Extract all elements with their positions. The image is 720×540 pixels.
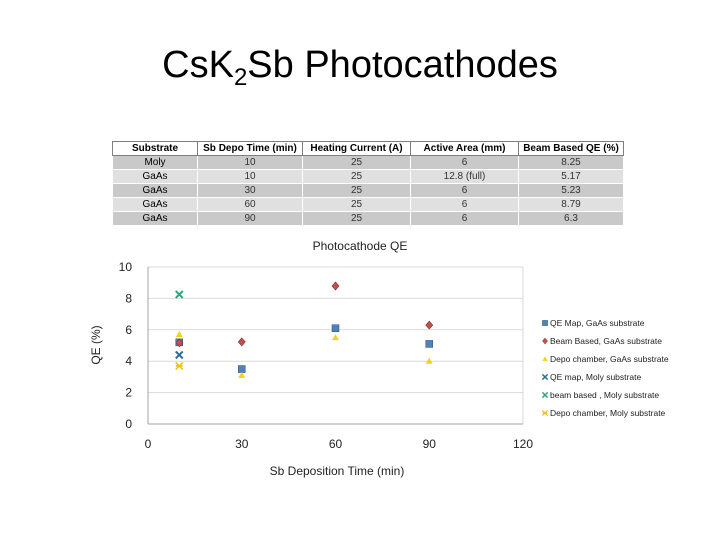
legend-label: QE Map, GaAs substrate: [550, 318, 645, 328]
title-cs: Cs: [162, 44, 209, 86]
title-k: K: [208, 44, 234, 86]
legend-item: QE Map, GaAs substrate: [542, 318, 645, 328]
legend-item: Depo chamber, Moly substrate: [541, 408, 666, 418]
data-point: [425, 340, 433, 348]
legend-marker: [541, 409, 549, 417]
legend-label: QE map, Moly substrate: [550, 372, 641, 382]
x-axis-label: Sb Deposition Time (min): [270, 464, 405, 478]
chart-title: Photocathode QE: [313, 239, 408, 253]
y-axis-label: QE (%): [89, 325, 103, 364]
gridlines: [148, 266, 524, 424]
y-tick-label: 10: [119, 260, 133, 274]
data-point: [331, 281, 340, 291]
x-tick-label: 60: [329, 437, 343, 451]
table-cell: 10: [197, 155, 303, 170]
data-point: [237, 337, 246, 347]
title-subscript: 2: [233, 64, 248, 91]
legend-marker: [542, 356, 548, 361]
legend-item: Depo chamber, GaAs substrate: [542, 354, 669, 364]
marker-stroke: [175, 350, 184, 360]
legend-marker-shape: [541, 409, 549, 417]
data-point: [175, 290, 184, 299]
legend-label: Depo chamber, Moly substrate: [550, 408, 666, 418]
table-cell: 6: [410, 155, 519, 170]
x-tick-label: 0: [145, 437, 152, 451]
table-header-cell: Beam Based QE (%): [518, 141, 624, 156]
slide-title: CsK2Sb Photocathodes: [0, 44, 720, 92]
table-header-cell: Substrate: [112, 141, 198, 156]
table-cell: 30: [197, 183, 303, 198]
data-point: [425, 320, 434, 330]
legend: QE Map, GaAs substrate Beam Based, GaAs s…: [541, 318, 669, 418]
data-point: [175, 350, 184, 360]
legend-marker-shape: [541, 391, 549, 399]
data-point: [238, 371, 246, 378]
table-cell: 25: [302, 169, 411, 184]
table-row: GaAs 10 25 12.8 (full) 5.17: [112, 169, 624, 184]
table-row: Moly 10 25 6 8.25: [112, 155, 624, 170]
y-tick-label: 0: [125, 417, 132, 431]
legend-marker-shape: [542, 337, 548, 345]
tick-labels: 0 2 4 6 8 10 0 30 60 90 120: [119, 260, 534, 451]
table-cell: 8.79: [518, 197, 624, 212]
table-cell: 6.3: [518, 211, 624, 226]
data-point: [425, 357, 433, 364]
legend-marker: [542, 320, 548, 326]
x-tick-label: 30: [235, 437, 249, 451]
y-tick-label: 2: [125, 386, 132, 400]
table-cell: 6: [410, 211, 519, 226]
legend-label: beam based , Moly substrate: [550, 390, 659, 400]
legend-marker-shape: [541, 373, 549, 381]
marker-stroke: [541, 373, 549, 381]
legend-label: Depo chamber, GaAs substrate: [550, 354, 669, 364]
table-header-cell: Active Area (mm): [410, 141, 519, 156]
table-cell: GaAs: [112, 197, 198, 212]
marker-stroke: [175, 290, 184, 299]
data-point: [175, 338, 184, 348]
legend-item: beam based , Moly substrate: [541, 390, 659, 400]
legend-label: Beam Based, GaAs substrate: [550, 336, 662, 346]
data-table: Substrate Sb Depo Time (min) Heating Cur…: [112, 141, 624, 226]
y-tick-label: 8: [125, 291, 132, 305]
data-point: [238, 365, 246, 373]
data-point: [331, 324, 340, 332]
table-row: GaAs 90 25 6 6.3: [112, 211, 624, 226]
table-cell: 90: [197, 211, 303, 226]
table-cell: 25: [302, 155, 411, 170]
axes: [147, 267, 523, 425]
table-header-row: Substrate Sb Depo Time (min) Heating Cur…: [112, 141, 624, 156]
legend-marker: [541, 373, 549, 381]
table-cell: 8.25: [518, 155, 624, 170]
data-point: [175, 361, 184, 370]
marker-stroke: [541, 391, 549, 399]
x-tick-label: 120: [513, 437, 533, 451]
y-tick-label: 4: [125, 354, 132, 368]
y-tick-label: 6: [125, 323, 132, 337]
legend-item: QE map, Moly substrate: [541, 372, 641, 382]
legend-marker: [541, 391, 549, 399]
x-tick-label: 90: [423, 437, 437, 451]
data-point: [175, 331, 183, 338]
title-rest: Sb Photocathodes: [247, 44, 558, 86]
legend-marker: [542, 337, 548, 345]
legend-marker-shape: [542, 320, 548, 326]
legend-marker-shape: [542, 356, 548, 361]
data-point: [332, 334, 339, 341]
legend-item: Beam Based, GaAs substrate: [542, 336, 662, 346]
data-points: [175, 281, 434, 378]
table-cell: 60: [197, 197, 303, 212]
